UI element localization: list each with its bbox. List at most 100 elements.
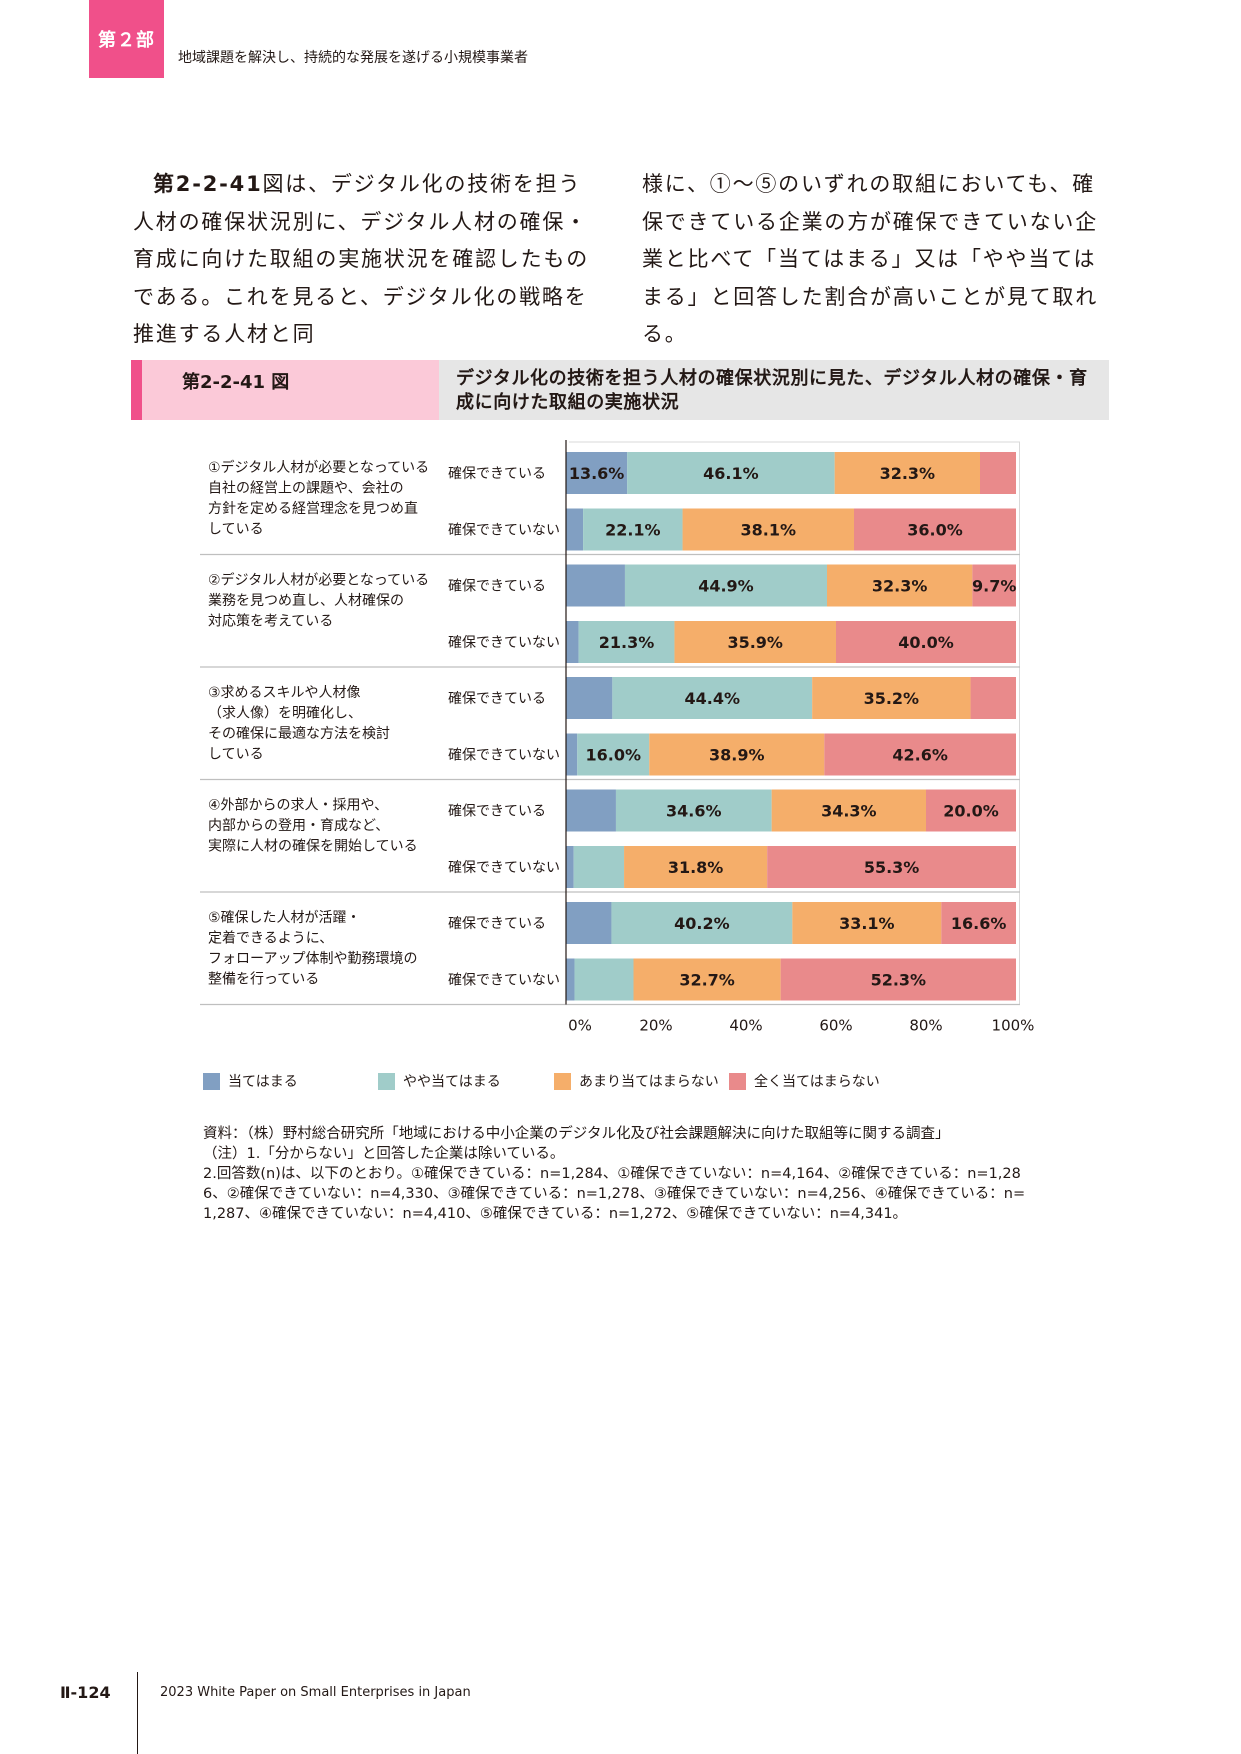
group-label-5-line-4: 整備を行っている (208, 972, 319, 988)
group-label-5-line-1: ⑤確保した人材が活躍・ (208, 910, 361, 926)
bar-2-2-series-2 (578, 621, 675, 663)
figure-accent-bar (131, 360, 142, 420)
bar-4-1-series-2 (615, 789, 772, 832)
data-label-2-2-series-2: 21.3% (599, 633, 655, 652)
bar-3-1-series-2 (612, 677, 813, 719)
data-label-4-1-series-2: 34.6% (666, 802, 722, 821)
group-label-4-line-3: 実際に人材の確保を開始している (208, 839, 418, 855)
figure-title: デジタル化の技術を担う人材の確保状況別に見た、デジタル人材の確保・育成に向けた取… (456, 368, 1088, 413)
bar-4-2-series-2 (573, 846, 625, 888)
x-tick-label-1: 0% (568, 1017, 592, 1035)
legend-swatch-1 (203, 1072, 220, 1090)
data-label-1-2-series-2: 22.1% (605, 521, 661, 540)
row-label-1-1: 確保できている (448, 466, 546, 482)
legend-swatch-2 (378, 1072, 395, 1090)
data-label-3-2-series-4: 42.6% (892, 746, 948, 765)
data-label-1-2-series-4: 36.0% (907, 521, 963, 540)
note-2: 2.回答数(n)は、以下のとおり。①確保できている：n=1,284、①確保できて… (203, 1166, 1021, 1182)
bar-2-1-series-4 (972, 564, 1016, 607)
data-label-5-2-series-4: 52.3% (871, 971, 927, 990)
bar-5-2-series-3 (633, 958, 781, 1001)
data-label-3-1-series-2: 44.4% (684, 689, 740, 708)
data-label-1-1-series-2: 46.1% (703, 464, 759, 483)
group-label-3-line-4: している (208, 747, 264, 763)
body-text-right: 様に、①～⑤のいずれの取組においても、確保できている企業の方が確保できていない企… (642, 172, 1098, 346)
row-label-3-2: 確保できていない (448, 748, 560, 764)
row-label-5-2: 確保できていない (448, 973, 560, 989)
group-label-5-line-3: フォローアップ体制や勤務環境の (208, 951, 417, 967)
group-label-2-line-1: ②デジタル人材が必要となっている (208, 572, 429, 589)
data-label-5-1-series-4: 16.6% (951, 914, 1007, 933)
row-label-1-2: 確保できていない (448, 523, 560, 539)
data-label-1-1-series-3: 32.3% (880, 464, 936, 483)
row-label-2-2: 確保できていない (448, 635, 560, 651)
group-label-1-line-1: ①デジタル人材が必要となっている (208, 459, 429, 476)
page-number: Ⅱ-124 (60, 1683, 111, 1702)
bar-2-2-series-3 (674, 621, 836, 663)
group-label-3-line-3: その確保に最適な方法を検討 (208, 725, 390, 742)
data-label-4-1-series-4: 20.0% (943, 802, 999, 821)
part-tab: 第２部 (89, 0, 164, 78)
bar-3-1-series-3 (812, 677, 971, 719)
row-label-4-1: 確保できている (448, 804, 546, 820)
part-title: 地域課題を解決し、持続的な発展を遂げる小規模事業者 (178, 50, 528, 66)
bar-3-2-series-4 (824, 733, 1016, 776)
footer-divider (137, 1672, 138, 1754)
footer-title: 2023 White Paper on Small Enterprises in… (160, 1685, 471, 1700)
bar-1-2-series-4 (854, 508, 1016, 551)
bar-1-2-series-1 (566, 508, 584, 551)
figure-number: 第2-2-41 図 (142, 360, 439, 420)
group-label-3-line-1: ③求めるスキルや人材像 (208, 685, 361, 701)
note-source: 資料：（株）野村総合研究所「地域における中小企業のデジタル化及び社会課題解決に向… (203, 1126, 950, 1142)
row-label-2-1: 確保できている (448, 579, 546, 595)
note-2-cont-2: 1,287、④確保できていない：n=4,410、⑤確保できている：n=1,272… (203, 1206, 908, 1222)
legend-item-1: 当てはまる (203, 1071, 298, 1091)
legend-item-4: 全く当てはまらない (729, 1071, 880, 1091)
bar-5-1-series-1 (566, 902, 612, 944)
group-label-4-line-2: 内部からの登用・育成など、 (208, 818, 389, 834)
bar-5-2-series-4 (780, 958, 1016, 1001)
x-tick-label-6: 100% (992, 1017, 1035, 1035)
data-label-3-2-series-3: 38.9% (709, 746, 765, 765)
bar-4-2-series-3 (624, 846, 768, 888)
bar-5-1-series-3 (792, 902, 942, 944)
data-label-5-1-series-3: 33.1% (839, 914, 895, 933)
bar-2-1-series-3 (827, 564, 973, 607)
bar-2-2-series-4 (836, 621, 1016, 663)
bar-3-2-series-2 (577, 733, 650, 776)
chart-legend: 当てはまる やや当てはまる あまり当てはまらない 全く当てはまらない (0, 1071, 1241, 1093)
legend-item-2: やや当てはまる (378, 1071, 501, 1091)
figure-notes: 資料：（株）野村総合研究所「地域における中小企業のデジタル化及び社会課題解決に向… (203, 1124, 1043, 1224)
data-label-4-2-series-4: 55.3% (864, 858, 920, 877)
x-tick-label-4: 60% (819, 1017, 852, 1035)
group-label-3-line-2: （求人像）を明確化し、 (208, 706, 362, 722)
data-label-2-1-series-3: 32.3% (872, 577, 928, 596)
group-label-1-line-3: 方針を定める経営理念を見つめ直 (208, 500, 418, 517)
group-label-1-line-4: している (208, 522, 264, 538)
bar-5-2-series-1 (566, 958, 575, 1001)
data-label-2-2-series-3: 35.9% (727, 633, 783, 652)
bar-5-1-series-2 (611, 902, 793, 944)
group-label-2-line-2: 業務を見つめ直し、人材確保の (208, 592, 404, 609)
bar-2-1-series-2 (624, 564, 827, 607)
figure-ref: 第2-2-41 (153, 172, 263, 196)
data-label-1-1-series-1: 13.6% (569, 464, 625, 483)
group-label-1-line-2: 自社の経営上の課題や、会社の (208, 481, 404, 497)
data-label-4-1-series-3: 34.3% (821, 802, 877, 821)
bar-2-2-series-1 (566, 621, 579, 663)
bar-4-1-series-1 (566, 789, 616, 832)
x-tick-label-2: 20% (639, 1017, 672, 1035)
bar-2-1-series-1 (566, 564, 625, 607)
data-label-5-2-series-3: 32.7% (679, 971, 735, 990)
group-label-2-line-3: 対応策を考えている (208, 613, 333, 630)
legend-label-4: 全く当てはまらない (754, 1074, 880, 1090)
bar-3-1-series-4 (970, 677, 1016, 719)
bar-1-1-series-4 (980, 452, 1016, 494)
bar-3-2-series-1 (566, 733, 578, 776)
bar-1-2-series-3 (682, 508, 854, 551)
x-tick-label-3: 40% (729, 1017, 762, 1035)
figure-header: 第2-2-41 図 デジタル化の技術を担う人材の確保状況別に見た、デジタル人材の… (131, 360, 1109, 420)
body-text-left: 第2-2-41図は、デジタル化の技術を担う人材の確保状況別に、デジタル人材の確保… (133, 166, 601, 354)
x-tick-label-5: 80% (909, 1017, 942, 1035)
note-2-cont-1: 6、②確保できていない：n=4,330、③確保できている：n=1,278、③確保… (203, 1186, 1026, 1202)
